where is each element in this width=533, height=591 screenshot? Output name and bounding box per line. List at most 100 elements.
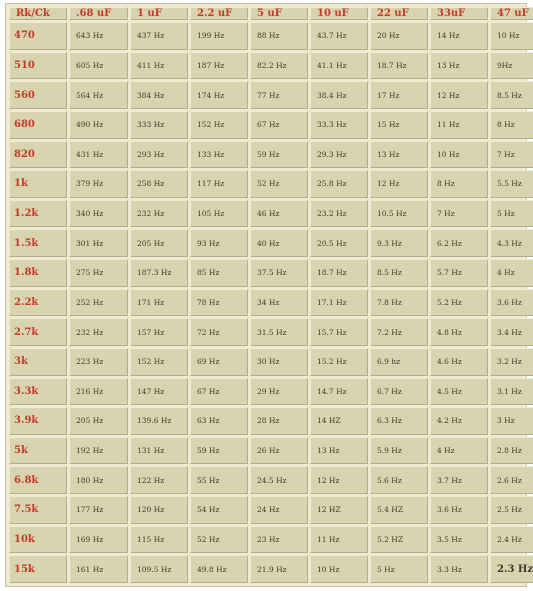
value-cell: 55 Hz (190, 466, 248, 494)
value-cell: 2.5 Hz (490, 496, 533, 524)
value-cell: 5.2 HZ (370, 525, 428, 554)
value-cell: 180 Hz (69, 466, 128, 494)
table-row: 3.3k 216 Hz 147 Hz 67 Hz 29 Hz 14.7 Hz 6.7 Hz 4… (9, 377, 533, 406)
row-label-cell: 3.3k (9, 377, 67, 406)
value-cell: 2.8 Hz (490, 436, 533, 465)
value-cell: 33.3 Hz (310, 110, 368, 139)
value-cell: 29.3 Hz (310, 140, 368, 169)
value-cell: 23.2 Hz (310, 199, 368, 228)
table-row: 470 643 Hz 437 Hz 199 Hz 88 Hz 43.7 Hz 20 Hz 14… (9, 22, 533, 50)
row-label-cell: 470 (9, 22, 67, 50)
value-cell: 28 Hz (250, 407, 308, 435)
value-cell: 4.2 Hz (430, 407, 488, 435)
row-label-cell: 7.5k (9, 496, 67, 524)
value-cell: 6.3 Hz (370, 407, 428, 435)
value-cell: 384 Hz (130, 81, 188, 109)
value-cell: 192 Hz (69, 436, 128, 465)
value-cell: 12 Hz (370, 170, 428, 198)
value-cell: 3 Hz (490, 407, 533, 435)
value-cell: 12 HZ (310, 496, 368, 524)
value-cell: 4 Hz (490, 259, 533, 287)
value-cell: 301 Hz (69, 229, 128, 257)
frequency-table: Rk/Ck .68 uF 1 uF 2.2 uF 5 uF 10 uF 22 u… (7, 5, 533, 585)
value-cell: 17.1 Hz (310, 288, 368, 317)
value-cell: 40 Hz (250, 229, 308, 257)
header-corner-cell: Rk/Ck (9, 7, 67, 20)
header-cell: 22 uF (370, 7, 428, 20)
value-cell: 177 Hz (69, 496, 128, 524)
value-cell: 38.4 Hz (310, 81, 368, 109)
row-label-cell: 1.5k (9, 229, 67, 257)
table-row: 2.2k 252 Hz 171 Hz 78 Hz 34 Hz 17.1 Hz 7.8 Hz 5… (9, 288, 533, 317)
value-cell: 5.9 Hz (370, 436, 428, 465)
row-label-cell: 3.9k (9, 407, 67, 435)
value-cell: 43.7 Hz (310, 22, 368, 50)
value-cell: 8.5 Hz (490, 81, 533, 109)
value-cell: 26 Hz (250, 436, 308, 465)
value-cell: 169 Hz (69, 525, 128, 554)
value-cell: 7.8 Hz (370, 288, 428, 317)
table-row: 5k 192 Hz 131 Hz 59 Hz 26 Hz 13 Hz 5.9 Hz 4 Hz 2… (9, 436, 533, 465)
value-cell: 2.6 Hz (490, 466, 533, 494)
value-cell: 67 Hz (250, 110, 308, 139)
value-cell: 9Hz (490, 51, 533, 80)
value-cell: 10 Hz (430, 140, 488, 169)
value-cell: 117 Hz (190, 170, 248, 198)
value-cell: 643 Hz (69, 22, 128, 50)
value-cell: 31.5 Hz (250, 318, 308, 346)
value-cell: 13 Hz (310, 436, 368, 465)
value-cell: 157 Hz (130, 318, 188, 346)
value-cell: 187.3 Hz (130, 259, 188, 287)
value-cell: 4.8 Hz (430, 318, 488, 346)
value-cell: 120 Hz (130, 496, 188, 524)
value-cell: 8 Hz (490, 110, 533, 139)
value-cell: 21.9 Hz (250, 555, 308, 583)
value-cell: 34 Hz (250, 288, 308, 317)
row-label-cell: 10k (9, 525, 67, 554)
table-row: 1k 379 Hz 258 Hz 117 Hz 52 Hz 25.8 Hz 12 Hz 8 H… (9, 170, 533, 198)
value-cell: 10 Hz (490, 22, 533, 50)
value-cell: 6.2 Hz (430, 229, 488, 257)
value-cell: 152 Hz (190, 110, 248, 139)
value-cell: 105 Hz (190, 199, 248, 228)
value-cell: 3.3 Hz (430, 555, 488, 583)
value-cell: 69 Hz (190, 347, 248, 376)
value-cell: 5.2 Hz (430, 288, 488, 317)
value-cell: 3.6 Hz (430, 496, 488, 524)
value-cell: 564 Hz (69, 81, 128, 109)
header-row: Rk/Ck .68 uF 1 uF 2.2 uF 5 uF 10 uF 22 u… (9, 7, 533, 20)
value-cell: 88 Hz (250, 22, 308, 50)
value-cell: 147 Hz (130, 377, 188, 406)
value-cell: 24.5 Hz (250, 466, 308, 494)
value-cell: 333 Hz (130, 110, 188, 139)
value-cell: 3.4 Hz (490, 318, 533, 346)
value-cell: 20 Hz (370, 22, 428, 50)
value-cell: 67 Hz (190, 377, 248, 406)
value-cell: 82.2 Hz (250, 51, 308, 80)
value-cell: 161 Hz (69, 555, 128, 583)
value-cell: 4 Hz (430, 436, 488, 465)
value-cell: 59 Hz (250, 140, 308, 169)
value-cell: 3.1 Hz (490, 377, 533, 406)
value-cell: 411 Hz (130, 51, 188, 80)
value-cell: 199 Hz (190, 22, 248, 50)
row-label-cell: 560 (9, 81, 67, 109)
value-cell: 232 Hz (130, 199, 188, 228)
value-cell: 431 Hz (69, 140, 128, 169)
value-cell: 174 Hz (190, 81, 248, 109)
table-row: 560 564 Hz 384 Hz 174 Hz 77 Hz 38.4 Hz 17 Hz 12… (9, 81, 533, 109)
header-cell: 33uF (430, 7, 488, 20)
value-cell: 29 Hz (250, 377, 308, 406)
row-label-cell: 2.2k (9, 288, 67, 317)
value-cell: 8.5 Hz (370, 259, 428, 287)
table-row: 6.8k 180 Hz 122 Hz 55 Hz 24.5 Hz 12 Hz 5.6 Hz 3… (9, 466, 533, 494)
value-cell: 52 Hz (190, 525, 248, 554)
value-cell: 379 Hz (69, 170, 128, 198)
value-cell: 72 Hz (190, 318, 248, 346)
value-cell: 3.6 Hz (490, 288, 533, 317)
table-row: 3.9k 205 Hz 139.6 Hz 63 Hz 28 Hz 14 HZ 6.3 Hz 4… (9, 407, 533, 435)
value-cell: 93 Hz (190, 229, 248, 257)
value-cell: 5 Hz (370, 555, 428, 583)
value-cell: 2.3 Hz (490, 555, 533, 583)
value-cell: 152 Hz (130, 347, 188, 376)
